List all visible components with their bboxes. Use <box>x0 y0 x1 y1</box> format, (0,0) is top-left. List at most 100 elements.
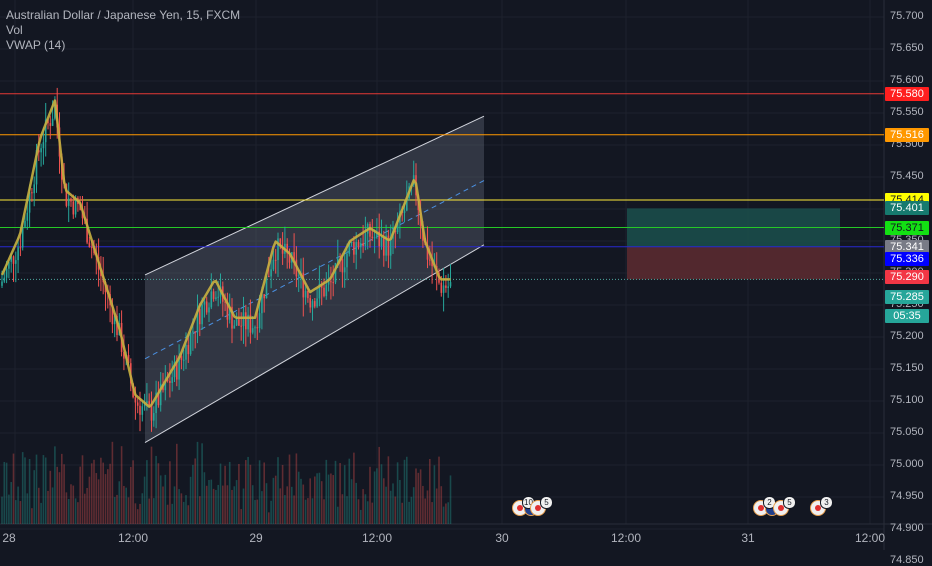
volume-indicator-label[interactable]: Vol <box>6 23 23 37</box>
volume-bar <box>346 496 348 524</box>
candle-body <box>226 302 229 320</box>
candle-body <box>341 259 344 273</box>
volume-bar <box>61 453 63 524</box>
candle-body <box>155 392 157 414</box>
candle-body <box>203 301 206 305</box>
volume-bar <box>302 484 305 524</box>
candle-body <box>353 242 355 255</box>
candle-body <box>389 238 392 256</box>
candle-body <box>187 345 190 355</box>
candle-body <box>449 282 452 287</box>
candle-body <box>314 301 316 307</box>
candle-body <box>251 328 254 333</box>
volume-bar <box>169 461 171 524</box>
candle-body <box>196 308 199 333</box>
candle-body <box>185 345 187 360</box>
volume-bar <box>399 479 401 524</box>
volume-bar <box>380 464 383 524</box>
vwap-indicator-label[interactable]: VWAP (14) <box>6 38 66 52</box>
candle-body <box>279 238 282 247</box>
volume-bar <box>205 485 208 524</box>
volume-bar <box>31 508 33 524</box>
volume-bar <box>226 485 229 524</box>
candle-body <box>293 252 295 260</box>
candle-body <box>86 218 88 243</box>
volume-bar <box>408 501 410 524</box>
candle-body <box>31 192 33 194</box>
volume-bar <box>199 496 201 524</box>
volume-bar <box>107 469 109 524</box>
candle-body <box>327 281 330 285</box>
candle-body <box>297 275 300 277</box>
volume-bar <box>8 494 10 524</box>
volume-bar <box>348 458 351 524</box>
event-marker[interactable]: 5 <box>530 496 553 518</box>
volume-bar <box>95 473 98 524</box>
volume-bar <box>65 492 68 524</box>
volume-bar <box>263 462 265 524</box>
price-label: 75.580 <box>885 86 929 101</box>
event-marker[interactable]: 2 <box>753 496 779 518</box>
volume-bar <box>104 474 107 524</box>
volume-bar <box>417 472 420 524</box>
volume-bar <box>123 485 125 524</box>
volume-bar <box>295 453 298 524</box>
volume-bar <box>330 473 332 524</box>
candle-body <box>74 197 77 215</box>
volume-bar <box>113 497 116 524</box>
candle-body <box>189 332 192 355</box>
candle-body <box>249 314 252 333</box>
volume-bar <box>93 459 95 524</box>
price-label: 75.516 <box>885 127 929 142</box>
candle-body <box>383 237 385 256</box>
volume-bar <box>442 506 445 524</box>
candle-body <box>5 268 8 278</box>
candle-body <box>180 356 183 360</box>
candle-body <box>348 242 351 254</box>
volume-bar <box>366 501 369 524</box>
event-count-badge: 5 <box>783 496 796 509</box>
price-chart[interactable] <box>0 0 932 550</box>
volume-bar <box>357 499 360 524</box>
volume-bar <box>360 509 362 524</box>
volume-bar <box>166 504 169 524</box>
candle-body <box>233 325 236 329</box>
event-marker[interactable]: 10 <box>512 496 538 518</box>
volume-bar <box>406 456 408 524</box>
volume-bar <box>431 502 433 524</box>
volume-bar <box>180 493 183 524</box>
volume-bar <box>422 485 424 524</box>
event-marker[interactable]: 3 <box>810 496 833 518</box>
volume-bar <box>293 495 295 524</box>
candle-body <box>350 242 353 244</box>
volume-bar <box>150 446 153 524</box>
volume-bar <box>401 502 403 524</box>
candle-body <box>385 235 387 256</box>
candle-body <box>212 291 215 299</box>
candle-body <box>15 260 17 264</box>
volume-bar <box>212 488 215 524</box>
candle-body <box>113 315 116 325</box>
volume-bar <box>337 506 339 524</box>
volume-bar <box>254 500 256 524</box>
candle-body <box>337 258 339 263</box>
volume-bar <box>77 502 79 524</box>
volume-bar <box>378 446 380 524</box>
volume-bar <box>440 486 443 524</box>
event-marker[interactable]: 5 <box>773 496 796 518</box>
volume-bar <box>143 476 146 524</box>
symbol-title[interactable]: Australian Dollar / Japanese Yen, 15, FX… <box>6 8 241 22</box>
candle-body <box>17 247 19 261</box>
position-stop-zone <box>627 246 840 280</box>
candle-body <box>72 201 75 215</box>
volume-bar <box>445 503 447 524</box>
candle-body <box>256 327 259 329</box>
candle-body <box>426 244 429 260</box>
candle-body <box>364 233 367 246</box>
volume-bar <box>222 485 224 524</box>
volume-bar <box>429 459 431 524</box>
volume-bar <box>28 459 31 524</box>
volume-bar <box>67 498 70 524</box>
volume-bar <box>130 466 132 524</box>
candle-body <box>265 276 268 299</box>
